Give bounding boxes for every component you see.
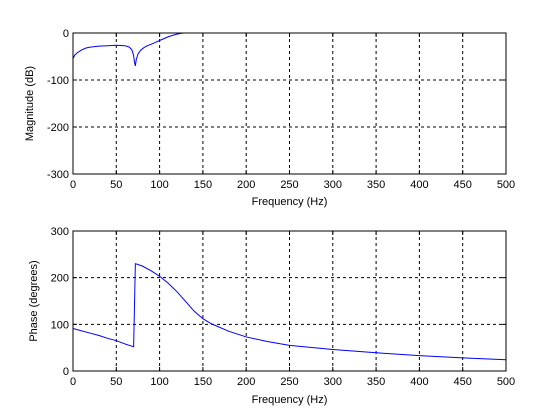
phase-x-tick-label: 300 bbox=[324, 376, 342, 388]
magnitude-plot-area bbox=[73, 33, 506, 174]
phase-x-tick-label: 100 bbox=[150, 376, 168, 388]
magnitude-y-tick-label: -200 bbox=[47, 122, 69, 134]
phase-ticks: 0 50 100 150 200 250 300 350 400 450 500 0 100 200 300 bbox=[51, 226, 516, 388]
magnitude-y-axis-label: Magnitude (dB) bbox=[24, 66, 36, 141]
magnitude-x-tick-label: 500 bbox=[497, 179, 515, 191]
magnitude-x-tick-label: 450 bbox=[454, 179, 472, 191]
phase-x-axis-label: Frequency (Hz) bbox=[252, 394, 328, 406]
magnitude-x-tick-label: 50 bbox=[110, 179, 122, 191]
magnitude-x-tick-label: 100 bbox=[150, 179, 168, 191]
magnitude-x-tick-label: 200 bbox=[237, 179, 255, 191]
phase-plot: 0 50 100 150 200 250 300 350 400 450 500 0 100 200 300… bbox=[28, 226, 515, 406]
magnitude-x-tick-label: 350 bbox=[367, 179, 385, 191]
phase-x-tick-label: 350 bbox=[367, 376, 385, 388]
phase-y-axis-label: Phase (degrees) bbox=[28, 260, 40, 341]
phase-x-tick-label: 150 bbox=[194, 376, 212, 388]
phase-series-line bbox=[72, 262, 507, 361]
magnitude-plot: 0 50 100 150 200 250 300 350 400 450 500 0 -100 -200 -… bbox=[24, 28, 515, 208]
magnitude-y-tick-label: -300 bbox=[47, 169, 69, 181]
phase-y-tick-label: 300 bbox=[51, 226, 69, 238]
magnitude-x-tick-label: 250 bbox=[280, 179, 298, 191]
phase-y-tick-label: 100 bbox=[51, 319, 69, 331]
phase-grid bbox=[73, 231, 506, 371]
magnitude-x-tick-label: 300 bbox=[324, 179, 342, 191]
phase-y-tick-label: 200 bbox=[51, 273, 69, 285]
phase-x-tick-label: 400 bbox=[410, 376, 428, 388]
magnitude-x-tick-label: 400 bbox=[410, 179, 428, 191]
phase-x-tick-label: 450 bbox=[454, 376, 472, 388]
phase-x-tick-label: 250 bbox=[280, 376, 298, 388]
phase-x-tick-label: 50 bbox=[110, 376, 122, 388]
magnitude-y-tick-label: 0 bbox=[63, 28, 69, 40]
phase-x-tick-label: 500 bbox=[497, 376, 515, 388]
magnitude-ticks: 0 50 100 150 200 250 300 350 400 450 500 0 -100 -200 -… bbox=[47, 28, 515, 191]
phase-x-tick-label: 0 bbox=[70, 376, 76, 388]
phase-y-tick-label: 0 bbox=[63, 366, 69, 378]
magnitude-y-tick-label: -100 bbox=[47, 75, 69, 87]
magnitude-x-tick-label: 150 bbox=[194, 179, 212, 191]
magnitude-grid bbox=[73, 33, 506, 174]
magnitude-x-axis-label: Frequency (Hz) bbox=[252, 196, 328, 208]
magnitude-x-tick-label: 0 bbox=[70, 179, 76, 191]
phase-x-tick-label: 200 bbox=[237, 376, 255, 388]
